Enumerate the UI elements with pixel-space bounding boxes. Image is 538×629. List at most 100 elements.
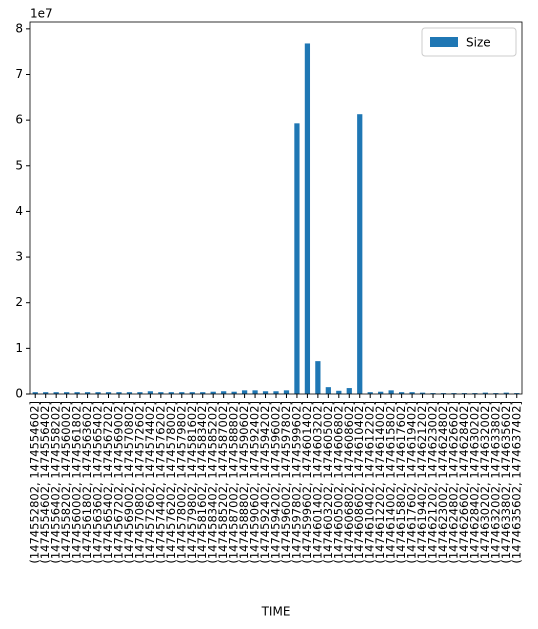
bar bbox=[315, 361, 321, 394]
x-tick-label: (1474570802, 1474572602] bbox=[132, 401, 146, 564]
bar bbox=[440, 393, 447, 394]
bar bbox=[451, 393, 457, 394]
bar bbox=[64, 392, 70, 394]
bar bbox=[53, 392, 59, 394]
x-tick-label: (1474572602, 1474574402] bbox=[143, 401, 157, 564]
x-tick-label: (1474587002, 1474588802] bbox=[227, 401, 241, 564]
bar bbox=[189, 392, 195, 394]
bar bbox=[283, 390, 290, 394]
y-offset-label: 1e7 bbox=[30, 7, 53, 21]
bar bbox=[200, 392, 206, 394]
x-tick-label: (1474624802, 1474626602] bbox=[446, 401, 460, 564]
bar bbox=[137, 392, 143, 394]
bar bbox=[294, 123, 300, 394]
bar bbox=[158, 392, 164, 394]
x-tick-label: (1474630202, 1474632002] bbox=[478, 401, 492, 564]
bar bbox=[95, 392, 101, 394]
x-tick-label: (1474621202, 1474623002] bbox=[426, 401, 440, 564]
y-tick-label: 3 bbox=[15, 250, 23, 264]
bar bbox=[409, 392, 415, 394]
bar bbox=[388, 390, 394, 394]
x-tick-label: (1474574402, 1474576202] bbox=[153, 401, 167, 564]
x-tick-label: (1474619402, 1474621202] bbox=[415, 401, 429, 564]
x-tick-label: (1474563602, 1474565402] bbox=[91, 401, 105, 564]
x-tick-label: (1474608602, 1474610402] bbox=[352, 401, 366, 564]
x-tick-label: (1474567202, 1474569002] bbox=[111, 401, 125, 564]
x-tick-label: (1474565402, 1474567202] bbox=[101, 401, 115, 564]
bar bbox=[126, 392, 133, 394]
bar bbox=[482, 392, 488, 394]
bar bbox=[304, 43, 311, 395]
legend-box bbox=[421, 27, 517, 57]
x-tick-label: (1474633802, 1474635602] bbox=[499, 401, 513, 564]
x-axis-label: TIME bbox=[261, 605, 291, 619]
bar bbox=[105, 392, 112, 394]
bar bbox=[419, 392, 426, 394]
y-tick-label: 0 bbox=[15, 387, 23, 401]
bar bbox=[430, 393, 436, 394]
bar bbox=[399, 392, 405, 394]
bar bbox=[84, 392, 91, 394]
bar bbox=[514, 393, 520, 394]
bar bbox=[116, 392, 122, 394]
x-tick-label: (1474597802, 1474599602] bbox=[289, 401, 303, 564]
x-tick-label: (1474592402, 1474594202] bbox=[258, 401, 272, 564]
x-tick-label: (1474626602, 1474628402] bbox=[457, 401, 471, 564]
x-tick-label: (1474578002, 1474579802] bbox=[174, 401, 188, 564]
x-tick-label: (1474581602, 1474583402] bbox=[195, 401, 209, 564]
y-tick-label: 4 bbox=[15, 204, 23, 218]
x-tick-label: (1474612202, 1474614002] bbox=[373, 401, 387, 564]
legend-label: Size bbox=[466, 36, 491, 50]
x-tick-label: (1474615802, 1474617602] bbox=[394, 401, 408, 564]
bar bbox=[493, 393, 499, 394]
x-tick-label: (1474585202, 1474587002] bbox=[216, 401, 230, 564]
legend-swatch bbox=[430, 37, 458, 47]
x-tick-label: (1474635602, 1474637402] bbox=[509, 401, 523, 564]
x-tick-label: (1474588802, 1474590602] bbox=[237, 401, 251, 564]
y-tick-label: 6 bbox=[15, 113, 23, 127]
x-tick-label: (1474583402, 1474585202] bbox=[206, 401, 220, 564]
x-tick-label: (1474590602, 1474592402] bbox=[248, 401, 262, 564]
bar bbox=[273, 391, 279, 394]
x-tick-label: (1474594202, 1474596002] bbox=[269, 401, 283, 564]
axes-frame bbox=[29, 21, 523, 395]
x-tick-label: (1474552802, 1474554602] bbox=[28, 401, 42, 564]
y-tick-label: 7 bbox=[15, 67, 23, 81]
x-tick-label: (1474596002, 1474597802] bbox=[279, 401, 293, 564]
x-tick-label: (1474617602, 1474619402] bbox=[405, 401, 419, 564]
x-tick-label: (1474579802, 1474581602] bbox=[185, 401, 199, 564]
y-tick-label: 2 bbox=[15, 295, 23, 309]
bar bbox=[336, 390, 342, 394]
bar bbox=[378, 391, 384, 394]
x-tick-label: (1474556402, 1474558202] bbox=[49, 401, 63, 564]
x-tick-label: (1474576202, 1474578002] bbox=[164, 401, 178, 564]
bar bbox=[241, 390, 248, 394]
bar bbox=[221, 391, 227, 394]
bar bbox=[179, 392, 185, 394]
bar bbox=[357, 114, 363, 394]
bar bbox=[503, 392, 509, 394]
x-tick-label: (1474558202, 1474560002] bbox=[59, 401, 73, 564]
y-tick-label: 5 bbox=[15, 158, 23, 172]
y-tick-label: 1 bbox=[15, 341, 23, 355]
bar bbox=[231, 391, 237, 394]
bar bbox=[252, 390, 258, 394]
bar bbox=[43, 392, 49, 394]
x-tick-label: (1474554602, 1474556402] bbox=[38, 401, 52, 564]
x-tick-label: (1474560002, 1474561802] bbox=[70, 401, 84, 564]
x-tick-label: (1474599602, 1474601402] bbox=[300, 401, 314, 564]
bar bbox=[346, 388, 352, 394]
x-tick-label: (1474569002, 1474570802] bbox=[122, 401, 136, 564]
bar bbox=[472, 393, 478, 394]
x-tick-label: (1474605002, 1474606802] bbox=[331, 401, 345, 564]
x-tick-label: (1474628402, 1474630202] bbox=[467, 401, 481, 564]
bar bbox=[168, 392, 174, 394]
y-tick-label: 8 bbox=[15, 21, 23, 35]
bar bbox=[461, 393, 468, 394]
bar bbox=[147, 391, 153, 394]
bar bbox=[367, 392, 373, 394]
bar bbox=[32, 392, 38, 394]
bar bbox=[210, 391, 216, 394]
x-tick-label: (1474603202, 1474605002] bbox=[321, 401, 335, 564]
